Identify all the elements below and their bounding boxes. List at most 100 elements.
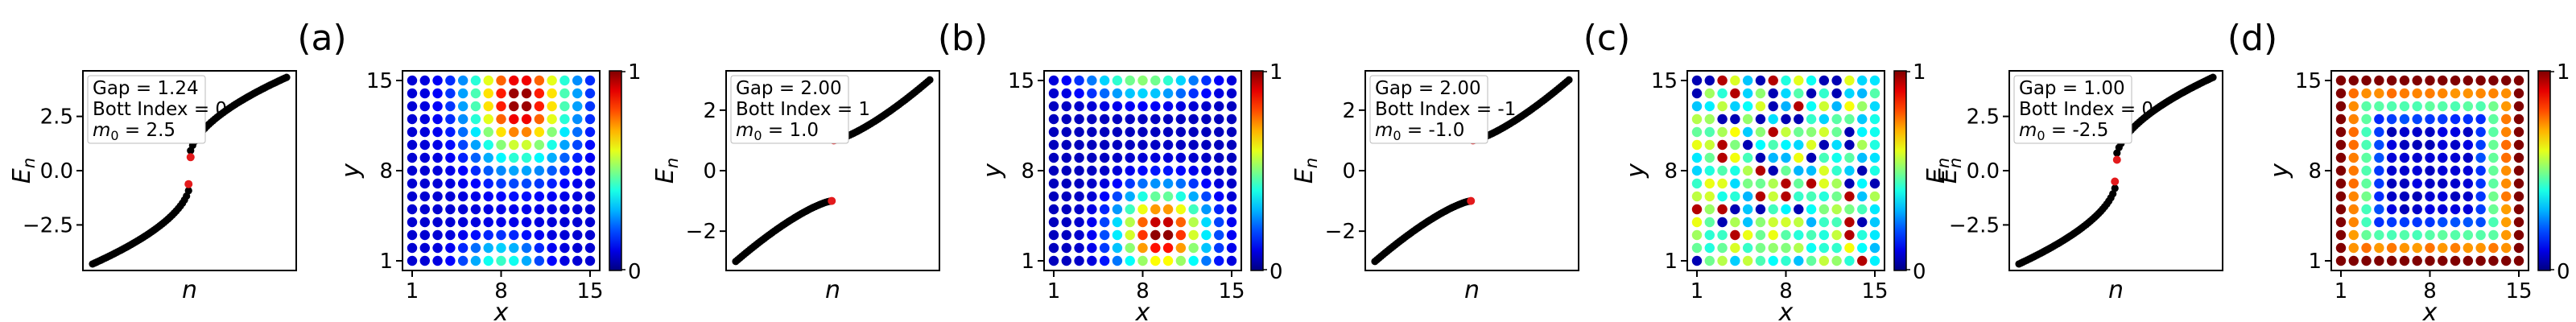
site-point <box>496 139 506 151</box>
site-point <box>2386 152 2397 163</box>
site-point <box>521 229 532 241</box>
site-point <box>1755 204 1766 215</box>
site-point <box>1112 191 1123 202</box>
site-point <box>572 242 583 254</box>
colorbar-tick-label: 1 <box>1913 60 1926 85</box>
site-point <box>1844 114 1855 125</box>
site-point <box>1188 152 1199 163</box>
site-point <box>2438 217 2448 228</box>
site-point <box>534 255 545 266</box>
site-point <box>2386 75 2397 86</box>
site-point <box>1074 101 1084 112</box>
site-point <box>1742 139 1753 151</box>
site-point <box>496 126 506 138</box>
site-point <box>1844 165 1855 176</box>
site-point <box>2374 178 2384 189</box>
site-point <box>1768 191 1778 202</box>
site-point <box>470 75 481 86</box>
site-point <box>1844 126 1855 138</box>
site-point <box>1214 204 1224 215</box>
site-point <box>1061 229 1071 241</box>
site-point <box>1201 255 1212 266</box>
site-point <box>547 114 557 125</box>
site-point <box>432 165 443 176</box>
site-point <box>1201 217 1212 228</box>
site-point <box>2374 242 2384 254</box>
site-point <box>1061 242 1071 254</box>
site-point <box>470 165 481 176</box>
site-point <box>2412 191 2422 202</box>
site-point <box>1857 114 1868 125</box>
site-point <box>1806 88 1817 99</box>
colorbar <box>1893 70 1907 271</box>
site-point <box>1125 242 1135 254</box>
site-point <box>2399 101 2410 112</box>
site-point <box>2513 255 2524 266</box>
site-point <box>2386 126 2397 138</box>
site-point <box>1691 75 1703 86</box>
colorbar-tick-label: 1 <box>628 60 642 85</box>
site-point <box>1137 139 1148 151</box>
site-point <box>572 88 583 99</box>
site-point <box>559 101 570 112</box>
site-point <box>1201 101 1212 112</box>
site-point <box>1087 242 1097 254</box>
site-point <box>1150 114 1161 125</box>
site-point <box>1755 75 1766 86</box>
site-point <box>584 242 596 254</box>
site-point <box>2335 255 2347 266</box>
site-point <box>432 152 443 163</box>
site-point <box>1099 178 1110 189</box>
x-tick-label: 1 <box>1047 279 1061 303</box>
site-point <box>1125 75 1135 86</box>
site-point <box>572 229 583 241</box>
x-tick-label: 1 <box>1690 279 1704 303</box>
site-point <box>2425 114 2435 125</box>
site-point <box>2348 229 2359 241</box>
site-point <box>1869 75 1880 86</box>
site-point <box>1717 217 1728 228</box>
site-point <box>2335 88 2347 99</box>
site-point <box>419 204 430 215</box>
site-point <box>1831 178 1842 189</box>
site-point <box>1074 229 1084 241</box>
site-point <box>1831 204 1842 215</box>
site-point <box>1201 88 1212 99</box>
site-point <box>1074 139 1084 151</box>
site-point <box>1150 139 1161 151</box>
site-point <box>2462 229 2474 241</box>
site-point <box>1755 88 1766 99</box>
site-point <box>1087 191 1097 202</box>
site-point <box>496 101 506 112</box>
site-point <box>1162 88 1174 99</box>
site-point <box>1806 204 1817 215</box>
site-point <box>1806 255 1817 266</box>
site-point <box>2438 152 2448 163</box>
site-point <box>584 126 596 138</box>
site-point <box>1188 229 1199 241</box>
site-point <box>1150 178 1161 189</box>
site-point <box>1742 126 1753 138</box>
site-point <box>1099 88 1110 99</box>
site-point <box>419 152 430 163</box>
site-point <box>2374 114 2384 125</box>
site-point <box>1742 255 1753 266</box>
site-point <box>2335 242 2347 254</box>
site-point <box>2374 88 2384 99</box>
site-point <box>2501 191 2512 202</box>
site-point <box>1137 88 1148 99</box>
site-point <box>1831 114 1842 125</box>
x-tick-label: 15 <box>2505 279 2532 303</box>
site-point <box>2450 114 2461 125</box>
site-point <box>1201 178 1212 189</box>
site-point <box>1214 217 1224 228</box>
site-point <box>432 229 443 241</box>
site-point <box>1806 165 1817 176</box>
site-point <box>559 242 570 254</box>
site-point <box>2438 242 2448 254</box>
site-point <box>407 88 418 99</box>
site-point <box>534 88 545 99</box>
site-point <box>1175 217 1187 228</box>
site-point <box>584 217 596 228</box>
site-point <box>1175 114 1187 125</box>
